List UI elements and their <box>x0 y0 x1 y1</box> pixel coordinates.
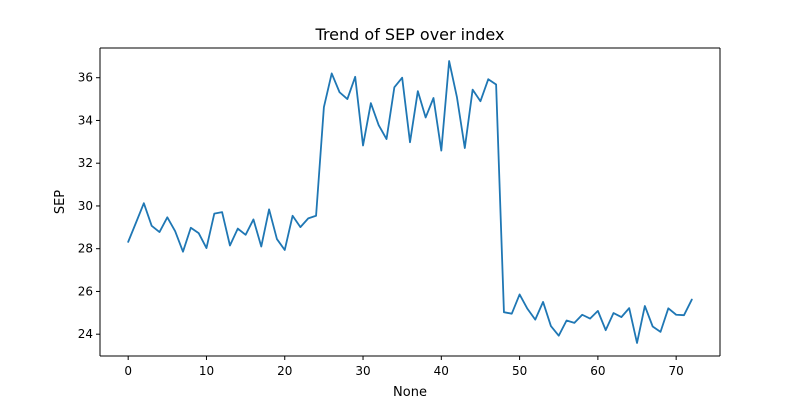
chart-title: Trend of SEP over index <box>315 25 505 44</box>
y-tick-label: 28 <box>78 242 93 256</box>
x-tick-label: 50 <box>512 364 527 378</box>
x-tick-label: 60 <box>590 364 605 378</box>
x-tick-label: 10 <box>199 364 214 378</box>
x-tick-label: 30 <box>355 364 370 378</box>
y-axis-label: SEP <box>53 190 68 214</box>
x-tick-label: 40 <box>434 364 449 378</box>
x-tick-label: 70 <box>669 364 684 378</box>
y-tick-label: 24 <box>78 327 93 341</box>
x-tick-label: 0 <box>124 364 132 378</box>
y-tick-label: 30 <box>78 199 93 213</box>
x-axis-label: None <box>393 385 427 400</box>
y-tick-label: 32 <box>78 156 93 170</box>
x-tick-label: 20 <box>277 364 292 378</box>
y-tick-label: 34 <box>78 113 93 127</box>
y-tick-label: 36 <box>78 71 93 85</box>
y-tick-label: 26 <box>78 284 93 298</box>
